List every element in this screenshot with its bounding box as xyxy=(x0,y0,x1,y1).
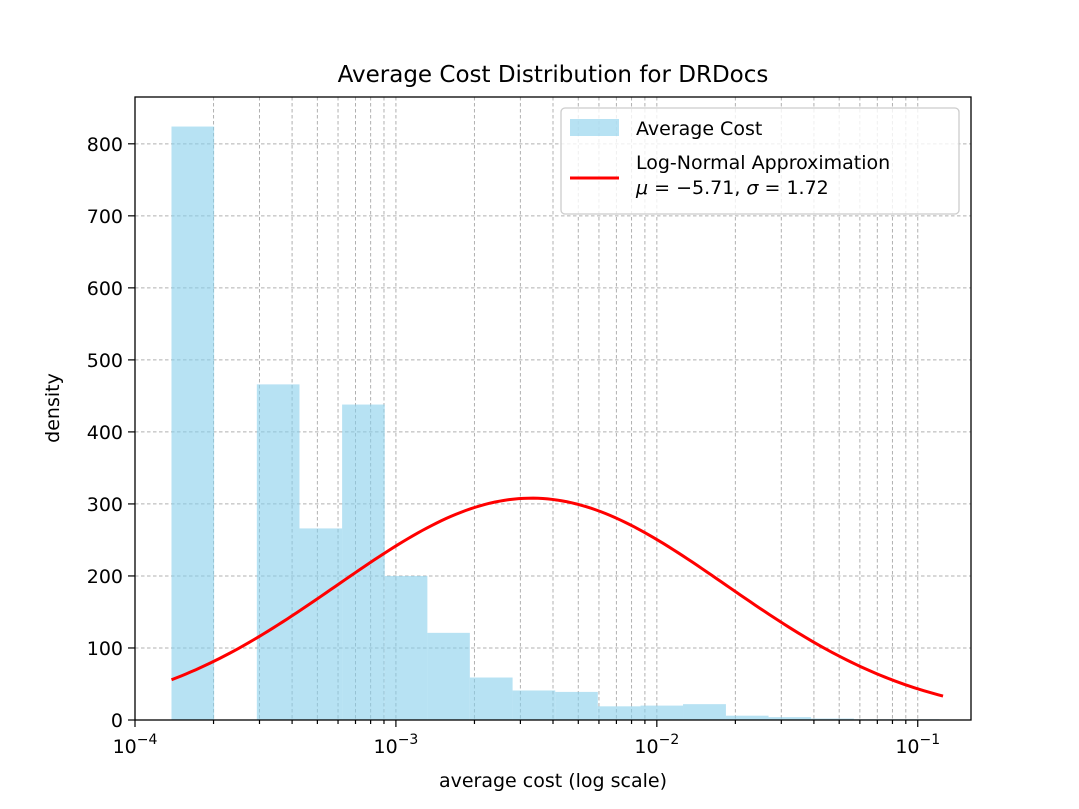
histogram-bar xyxy=(384,575,428,720)
x-tick-label: 10−1 xyxy=(895,732,940,758)
y-tick-label: 100 xyxy=(87,638,123,660)
histogram-bar xyxy=(597,706,641,720)
y-tick-label: 500 xyxy=(87,350,123,372)
histogram-bar xyxy=(469,677,513,720)
y-tick-label: 300 xyxy=(87,494,123,516)
axis-ticks: 0 100 200 300 400 500 600 700 800 10−4 10−3 10−2 10−… xyxy=(87,134,940,758)
histogram-bar xyxy=(427,632,470,720)
legend: Average Cost Log-Normal Approximation μ … xyxy=(560,107,960,215)
legend-label-lognormal-params: μ = −5.71, σ = 1.72 xyxy=(635,177,829,199)
y-axis-label: density xyxy=(42,373,64,443)
histogram-bar xyxy=(256,384,300,720)
chart-title: Average Cost Distribution for DRDocs xyxy=(338,62,769,88)
y-tick-label: 700 xyxy=(87,206,123,228)
histogram-bar xyxy=(299,528,343,720)
y-tick-label: 400 xyxy=(87,422,123,444)
y-tick-label: 800 xyxy=(87,134,123,156)
histogram-bar xyxy=(171,126,215,720)
histogram-bar xyxy=(640,705,684,720)
legend-swatch-average-cost xyxy=(570,119,619,136)
x-tick-label: 10−3 xyxy=(374,732,419,758)
y-tick-label: 600 xyxy=(87,278,123,300)
legend-box xyxy=(560,107,960,215)
mu-symbol: μ xyxy=(635,177,648,199)
histogram-bar xyxy=(342,404,385,720)
x-tick-label: 10−4 xyxy=(113,732,158,758)
sigma-value: = 1.72 xyxy=(758,177,828,199)
histogram-bar xyxy=(683,704,726,720)
legend-label-average-cost: Average Cost xyxy=(636,118,762,140)
legend-label-lognormal: Log-Normal Approximation xyxy=(636,152,890,174)
histogram-bars xyxy=(171,126,940,720)
histogram-bar xyxy=(811,718,854,720)
sigma-symbol: σ xyxy=(746,177,759,199)
histogram-bar xyxy=(725,715,769,720)
x-axis-label: average cost (log scale) xyxy=(439,770,667,792)
lognormal-curve-layer xyxy=(170,496,944,698)
y-tick-label: 0 xyxy=(111,710,123,732)
histogram-bar xyxy=(512,690,556,720)
mu-value: = −5.71, xyxy=(648,177,746,199)
x-tick-label: 10−2 xyxy=(634,732,679,758)
histogram-bar xyxy=(555,691,598,720)
lognormal-curve xyxy=(170,496,944,698)
y-tick-label: 200 xyxy=(87,566,123,588)
histogram-bar xyxy=(768,717,812,720)
